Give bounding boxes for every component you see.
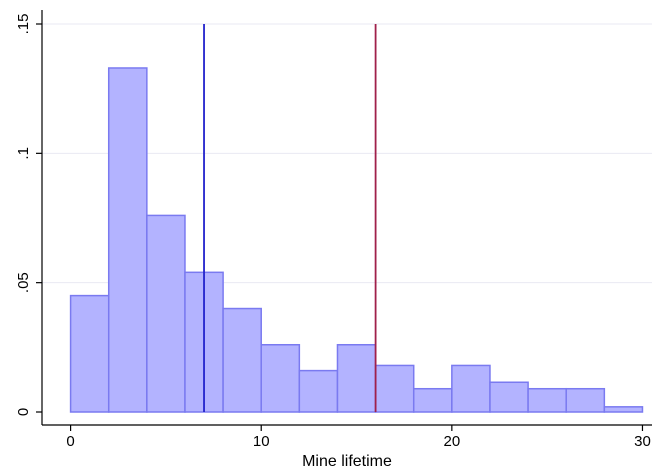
x-tick-label-1: 10 xyxy=(253,433,270,450)
histogram-bar-6 xyxy=(298,369,339,413)
axes xyxy=(36,10,652,431)
histogram-bar-1 xyxy=(107,67,148,413)
y-tick-label-1: .05 xyxy=(15,272,32,293)
reference-lines xyxy=(203,24,377,412)
histogram-bars xyxy=(69,67,644,413)
histogram-bar-14 xyxy=(603,406,644,413)
y-tick-label-2: .1 xyxy=(15,147,32,160)
histogram-bar-11 xyxy=(489,381,529,413)
histogram-bar-13 xyxy=(565,387,606,413)
histogram-bar-12 xyxy=(527,387,567,413)
tick-labels: 0 .05 .1 .15 0 10 20 30 xyxy=(15,14,651,450)
histogram-bar-2 xyxy=(146,214,186,413)
histogram-bar-10 xyxy=(451,364,491,413)
histogram-bar-9 xyxy=(412,387,453,413)
y-tick-label-3: .15 xyxy=(15,14,32,35)
histogram-bar-7 xyxy=(336,343,377,413)
histogram-bar-5 xyxy=(260,343,301,413)
histogram-bar-8 xyxy=(374,364,415,413)
y-tick-label-0: 0 xyxy=(15,408,32,416)
histogram-bar-0 xyxy=(69,294,110,413)
histogram-bar-4 xyxy=(222,307,262,413)
x-tick-label-2: 20 xyxy=(444,433,461,450)
x-tick-label-0: 0 xyxy=(66,433,74,450)
x-tick-label-3: 30 xyxy=(634,433,651,450)
x-axis-title: Mine lifetime xyxy=(302,453,392,470)
